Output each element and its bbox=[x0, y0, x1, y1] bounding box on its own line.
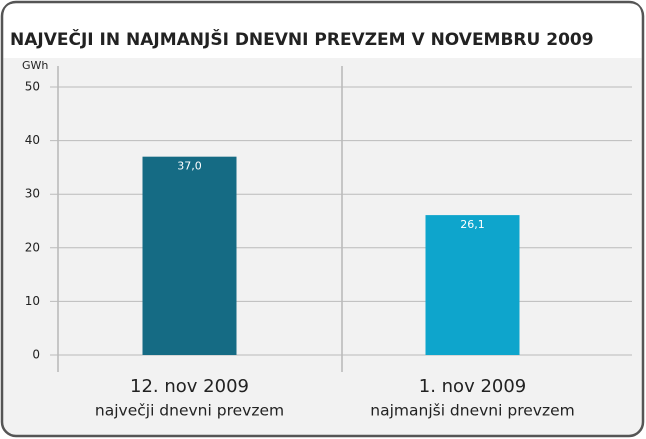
y-tick-label: 50 bbox=[25, 80, 40, 94]
y-tick-label: 30 bbox=[25, 187, 40, 201]
bar bbox=[425, 215, 520, 355]
title-band bbox=[3, 3, 642, 58]
y-axis-label: GWh bbox=[22, 59, 48, 72]
x-tick-label: 1. nov 2009 bbox=[419, 376, 527, 397]
value-label: 26,1 bbox=[460, 218, 485, 231]
y-tick-label: 0 bbox=[32, 348, 40, 362]
value-label: 37,0 bbox=[177, 160, 202, 173]
y-tick-label: 10 bbox=[25, 294, 40, 308]
bar bbox=[142, 156, 237, 355]
x-tick-sublabel: najmanjši dnevni prevzem bbox=[370, 402, 574, 420]
x-tick-label: 12. nov 2009 bbox=[130, 376, 249, 397]
y-tick-label: 20 bbox=[25, 240, 40, 254]
y-tick-label: 40 bbox=[25, 133, 40, 147]
chart-title: NAJVEČJI IN NAJMANJŠI DNEVNI PREVZEM V N… bbox=[10, 28, 594, 50]
x-tick-sublabel: največji dnevni prevzem bbox=[95, 402, 284, 420]
